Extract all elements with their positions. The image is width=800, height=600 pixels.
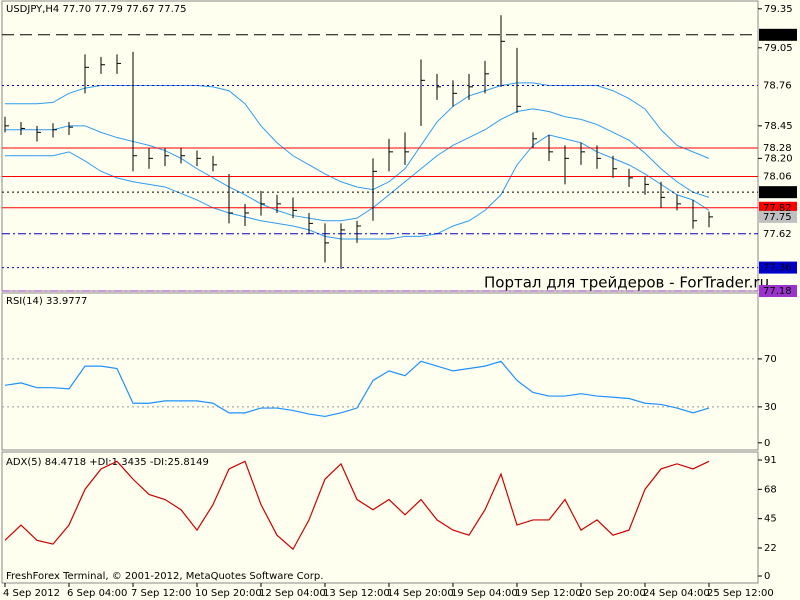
y-tick-label: 45 [764, 514, 777, 525]
indicator-line [4, 360, 710, 418]
x-tick-label: 24 Sep 04:00 [643, 588, 710, 599]
level-label: 77.94 [763, 187, 792, 198]
last-price-label: 77.75 [763, 212, 792, 223]
watermark: Портал для трейдеров - ForTrader.ru [484, 274, 769, 292]
x-tick-label: 4 Sep 2012 [3, 588, 60, 599]
x-tick-label: 25 Sep 12:00 [707, 588, 774, 599]
level-label: 77.18 [763, 286, 792, 297]
main-panel [1, 0, 759, 292]
level-label-box [759, 28, 797, 41]
level-label-box [759, 261, 797, 274]
level-label-box [759, 141, 797, 154]
level-label-box [759, 186, 797, 199]
y-tick-label: 91 [764, 455, 777, 466]
y-tick-label: 70 [764, 354, 777, 365]
level-label: 77.82 [763, 203, 792, 214]
x-tick-label: 10 Sep 20:00 [195, 588, 262, 599]
level-label-box [759, 170, 797, 183]
footer: FreshForex Terminal, © 2001-2012, MetaQu… [6, 571, 323, 582]
y-tick-label: 30 [764, 402, 777, 413]
x-tick-label: 6 Sep 04:00 [67, 588, 127, 599]
y-tick-label: 68 [764, 484, 777, 495]
indicator-line [4, 460, 710, 551]
x-tick-label: 19 Sep 04:00 [451, 588, 518, 599]
last-price-box [759, 210, 797, 223]
level-label: 78.28 [763, 143, 792, 154]
y-tick-label: 0 [764, 438, 770, 449]
level-label: 77.36 [763, 263, 792, 274]
x-tick-label: 14 Sep 20:00 [387, 588, 454, 599]
level-label: 78.06 [763, 172, 792, 183]
y-tick-label: 79.05 [764, 43, 793, 54]
x-tick-label: 19 Sep 12:00 [515, 588, 582, 599]
rsi-panel [1, 292, 759, 451]
level-label: 79.15 [763, 30, 792, 41]
y-tick-label: 79.35 [764, 4, 793, 15]
y-tick-label: 78.20 [764, 153, 793, 164]
rsi-title: RSI(14) 33.9777 [6, 296, 87, 307]
y-tick-label: 0 [764, 571, 770, 582]
adx-title: ADX(5) 84.4718 +DI:1.3435 -DI:25.8149 [6, 457, 209, 468]
level-label-box [759, 79, 797, 92]
y-tick-label: 78.45 [764, 121, 793, 132]
level-label: 77.62 [763, 229, 792, 240]
level-label: 78.76 [763, 81, 792, 92]
adx-panel [1, 451, 759, 584]
level-label-box [759, 201, 797, 214]
x-tick-label: 20 Sep 20:00 [579, 588, 646, 599]
level-label-box [759, 227, 797, 240]
main-title: USDJPY,H4 77.70 77.79 77.67 77.75 [6, 4, 187, 15]
x-tick-label: 7 Sep 12:00 [131, 588, 191, 599]
x-tick-label: 12 Sep 04:00 [259, 588, 326, 599]
level-label-box [759, 285, 797, 297]
y-tick-label: 22 [764, 543, 777, 554]
band-middle [5, 108, 710, 222]
x-tick-label: 13 Sep 12:00 [323, 588, 390, 599]
